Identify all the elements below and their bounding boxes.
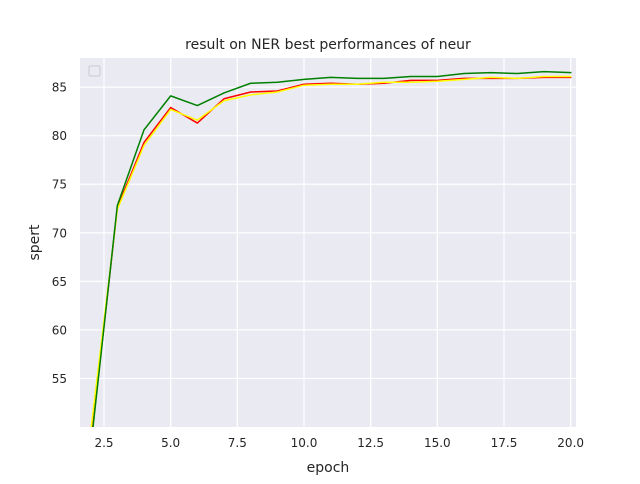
legend-box <box>88 65 101 77</box>
x-tick-label: 2.5 <box>94 436 113 450</box>
chart-title: result on NER best performances of neur <box>185 37 471 53</box>
y-tick-label: 70 <box>52 226 67 240</box>
x-tick-label: 20.0 <box>557 436 584 450</box>
x-tick-label: 5.0 <box>161 436 180 450</box>
y-tick-label: 65 <box>52 275 67 289</box>
series-lines <box>90 70 572 427</box>
y-axis-ticks: 55 60 65 70 75 80 85 <box>52 81 67 386</box>
x-tick-label: 17.5 <box>491 436 518 450</box>
x-tick-label: 10.0 <box>291 436 318 450</box>
x-axis-ticks: 2.5 5.0 7.5 10.0 12.5 15.0 17.5 20.0 <box>94 436 584 450</box>
y-tick-label: 75 <box>52 178 67 192</box>
y-tick-label: 85 <box>52 81 67 95</box>
x-tick-label: 12.5 <box>357 436 384 450</box>
y-axis-label: spert <box>27 224 43 261</box>
y-tick-label: 55 <box>52 372 67 386</box>
x-tick-label: 15.0 <box>424 436 451 450</box>
y-tick-label: 60 <box>52 323 67 337</box>
grid <box>80 58 576 427</box>
series-line-3 <box>92 70 572 427</box>
series-line-1 <box>91 76 572 427</box>
x-tick-label: 7.5 <box>228 436 247 450</box>
plot-area <box>80 58 576 427</box>
y-tick-label: 80 <box>52 129 67 143</box>
series-line-2 <box>90 75 572 427</box>
x-axis-label: epoch <box>307 460 350 476</box>
